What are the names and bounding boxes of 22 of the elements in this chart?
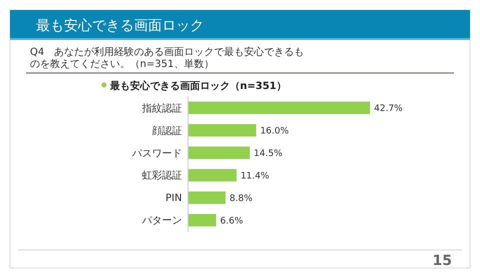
data-label: 8.8%	[230, 194, 253, 204]
text: 15	[432, 253, 452, 269]
data-label: 16.0%	[260, 126, 290, 136]
y-tick-label: パターン	[141, 216, 182, 227]
bar	[188, 124, 256, 136]
bar	[188, 169, 237, 182]
data-label: 6.6%	[220, 216, 244, 226]
bar	[188, 102, 370, 114]
y-tick-label: PIN	[166, 193, 182, 204]
chart-title: 最も安心できる画面ロック	[36, 18, 204, 34]
y-tick-label: 虹彩認証	[142, 170, 182, 182]
data-label: 14.5%	[254, 148, 283, 159]
data-label: 42.7%	[374, 104, 404, 114]
bar	[188, 192, 226, 204]
bar	[188, 146, 250, 159]
y-tick-label: パスワード	[131, 148, 182, 160]
chart-subtitle: Q4 あなたが利用経験のある画面ロックで最も安心できるものを教えてください。（n=351、単数）	[30, 46, 304, 70]
data-label: 11.4%	[240, 171, 270, 182]
legend-label: 最も安心できる画面ロック（n=351）	[109, 80, 286, 92]
y-tick-label: 指紋認証	[141, 102, 182, 114]
y-tick-label: 顔認証	[152, 124, 182, 137]
bar	[188, 214, 216, 226]
